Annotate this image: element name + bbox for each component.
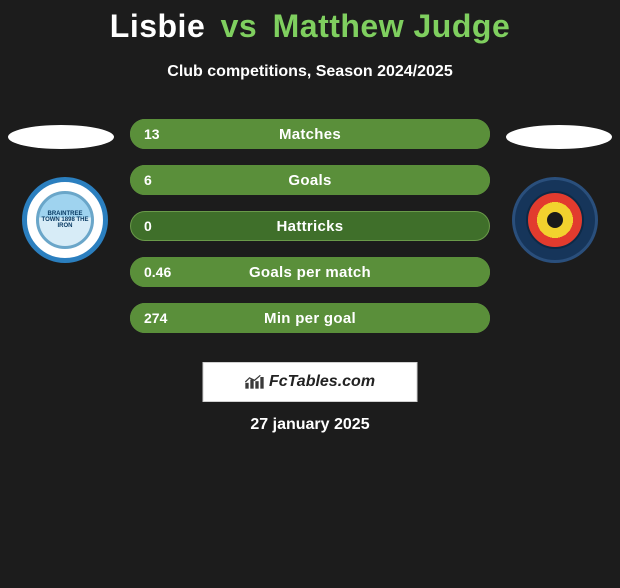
vs-text: vs [221, 8, 258, 44]
page-title: Lisbie vs Matthew Judge [0, 8, 620, 45]
stat-left-value: 0 [144, 211, 152, 241]
subtitle: Club competitions, Season 2024/2025 [0, 63, 620, 81]
date-text: 27 january 2025 [0, 416, 620, 434]
stat-left-value: 6 [144, 165, 152, 195]
stat-row: Goals per match0.46 [130, 257, 490, 287]
brand-main: Tables [288, 373, 338, 390]
stat-row: Goals6 [130, 165, 490, 195]
badge-inner [526, 191, 584, 249]
stat-label: Goals [130, 165, 490, 195]
stat-row: Hattricks0 [130, 211, 490, 241]
player1-photo-placeholder [8, 125, 114, 149]
player2-club-badge [512, 177, 598, 263]
brand-suffix: .com [338, 373, 375, 390]
badge-inner: BRAINTREE TOWN 1898 THE IRON [36, 191, 94, 249]
brand-box[interactable]: FcTables.com [203, 362, 418, 402]
player2-photo-placeholder [506, 125, 612, 149]
stat-left-value: 274 [144, 303, 167, 333]
stat-row: Min per goal274 [130, 303, 490, 333]
stat-label: Min per goal [130, 303, 490, 333]
stat-label: Hattricks [130, 211, 490, 241]
player1-name: Lisbie [110, 8, 205, 44]
stat-label: Goals per match [130, 257, 490, 287]
brand-chart-icon [245, 374, 265, 390]
brand-text: FcTables.com [269, 373, 375, 391]
stat-row: Matches13 [130, 119, 490, 149]
stat-bars: Matches13 Goals6 Hattricks0 Goals per match… [130, 119, 490, 349]
badge-text: BRAINTREE TOWN 1898 THE IRON [39, 211, 91, 229]
stat-left-value: 0.46 [144, 257, 171, 287]
player1-club-badge: BRAINTREE TOWN 1898 THE IRON [22, 177, 108, 263]
player2-name: Matthew Judge [273, 8, 511, 44]
stats-area: BRAINTREE TOWN 1898 THE IRON Matches13 Go… [0, 119, 620, 369]
stat-label: Matches [130, 119, 490, 149]
stat-left-value: 13 [144, 119, 160, 149]
brand-prefix: Fc [269, 373, 288, 390]
